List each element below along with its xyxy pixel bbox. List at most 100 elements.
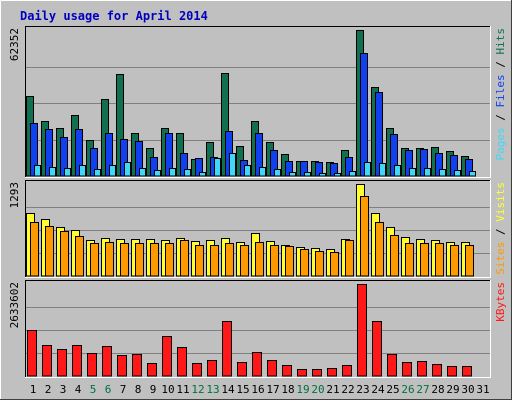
bar-pages-day-5	[94, 169, 101, 177]
bar-sites-day-5	[90, 243, 99, 277]
bar-kbytes-day-23	[357, 284, 367, 377]
bar-kbytes-day-12	[192, 363, 202, 377]
x-axis-day-labels: 1 2 3 4 5 6 7 8 9 10 11 12 13 14 15 16 17 18 19 20 21 22 23 24 2…	[30, 383, 490, 396]
bar-pages-day-13	[214, 158, 221, 177]
bar-pages-day-17	[274, 169, 281, 177]
bar-kbytes-day-5	[87, 353, 97, 377]
bar-pages-day-2	[49, 167, 56, 177]
x-tick-label-9: 9	[150, 383, 157, 396]
bar-sites-day-8	[135, 243, 144, 277]
bar-sites-day-13	[210, 245, 219, 277]
bar-kbytes-day-27	[417, 361, 427, 377]
bar-pages-day-23	[364, 162, 371, 177]
bar-sites-day-21	[330, 252, 339, 277]
legend-entry: Sites	[494, 242, 507, 275]
bar-pages-day-4	[79, 165, 86, 177]
bar-pages-day-3	[64, 168, 71, 177]
x-tick-label-19: 19	[296, 383, 309, 396]
legend-entry: Pages	[494, 127, 507, 160]
bar-sites-day-23	[360, 196, 369, 277]
bar-kbytes-day-8	[132, 354, 142, 377]
bar-sites-day-16	[255, 242, 264, 277]
bar-kbytes-day-25	[387, 354, 397, 377]
bar-sites-day-6	[105, 242, 114, 277]
legend-visits-sites: Sites / Visits	[494, 182, 507, 275]
bar-pages-day-10	[169, 168, 176, 177]
x-tick-label-20: 20	[311, 383, 324, 396]
x-tick-label-15: 15	[236, 383, 249, 396]
bar-sites-day-17	[270, 245, 279, 277]
bar-pages-day-20	[319, 173, 326, 177]
panel-visits-sites: 1293 Sites / Visits	[8, 180, 507, 278]
x-tick-label-5: 5	[90, 383, 97, 396]
bar-kbytes-day-14	[222, 321, 232, 377]
bar-kbytes-day-13	[207, 360, 217, 377]
panel-pages-files-hits: 62352 Pages / Files / Hits	[8, 26, 507, 178]
bar-pages-day-22	[349, 171, 356, 177]
bar-sites-day-25	[390, 235, 399, 277]
x-tick-label-27: 27	[416, 383, 429, 396]
bar-sites-day-9	[150, 243, 159, 277]
x-tick-label-23: 23	[356, 383, 369, 396]
x-tick-label-22: 22	[341, 383, 354, 396]
x-tick-label-21: 21	[326, 383, 339, 396]
x-tick-label-3: 3	[60, 383, 67, 396]
bar-pages-day-16	[259, 167, 266, 177]
x-tick-label-12: 12	[191, 383, 204, 396]
bar-sites-day-28	[435, 243, 444, 277]
bar-kbytes-day-17	[267, 360, 277, 377]
x-tick-label-25: 25	[386, 383, 399, 396]
bar-pages-day-24	[379, 163, 386, 177]
legend-entry: /	[494, 108, 507, 128]
x-tick-label-30: 30	[461, 383, 474, 396]
bar-kbytes-day-22	[342, 365, 352, 377]
bar-sites-day-18	[285, 246, 294, 277]
bar-pages-day-28	[439, 169, 446, 177]
x-tick-label-31: 31	[476, 383, 489, 396]
bar-kbytes-day-10	[162, 336, 172, 377]
bar-sites-day-11	[180, 240, 189, 277]
legend-kbytes: KBytes	[494, 282, 507, 322]
bar-kbytes-day-7	[117, 355, 127, 377]
bar-sites-day-4	[75, 236, 84, 277]
bar-kbytes-day-1	[27, 330, 37, 377]
bar-kbytes-day-30	[462, 366, 472, 377]
bar-kbytes-day-29	[447, 366, 457, 377]
bar-sites-day-15	[240, 245, 249, 277]
chart-panels: 62352 Pages / Files / Hits 1293 Sites / Vis…	[8, 26, 507, 378]
x-tick-label-17: 17	[266, 383, 279, 396]
bar-pages-day-21	[334, 173, 341, 177]
x-tick-label-8: 8	[135, 383, 142, 396]
x-tick-label-11: 11	[176, 383, 189, 396]
bar-sites-day-14	[225, 243, 234, 277]
legend-entry: KBytes	[494, 282, 507, 322]
bar-kbytes-day-4	[72, 345, 82, 377]
bar-pages-day-30	[469, 171, 476, 177]
panel-kbytes: 2633602 KBytes	[8, 280, 507, 378]
bar-sites-day-19	[300, 249, 309, 277]
bar-kbytes-day-6	[102, 346, 112, 377]
legend-entry: Files	[494, 74, 507, 107]
bar-sites-day-22	[345, 240, 354, 277]
bar-sites-day-27	[420, 243, 429, 277]
bar-sites-day-30	[465, 245, 474, 277]
bar-kbytes-day-28	[432, 364, 442, 377]
x-tick-label-16: 16	[251, 383, 264, 396]
x-tick-label-24: 24	[371, 383, 385, 396]
bar-pages-day-18	[289, 172, 296, 177]
bar-kbytes-day-9	[147, 363, 157, 377]
bar-kbytes-day-26	[402, 362, 412, 377]
x-tick-label-18: 18	[281, 383, 294, 396]
x-tick-label-26: 26	[401, 383, 414, 396]
bar-kbytes-day-19	[297, 369, 307, 377]
x-tick-label-2: 2	[45, 383, 52, 396]
bar-pages-day-15	[244, 165, 251, 177]
x-tick-label-7: 7	[120, 383, 127, 396]
bar-sites-day-10	[165, 243, 174, 277]
x-tick-label-10: 10	[161, 383, 174, 396]
bar-pages-day-12	[199, 172, 206, 177]
bar-kbytes-day-24	[372, 321, 382, 377]
bar-pages-day-9	[154, 170, 161, 177]
bar-sites-day-24	[375, 222, 384, 277]
